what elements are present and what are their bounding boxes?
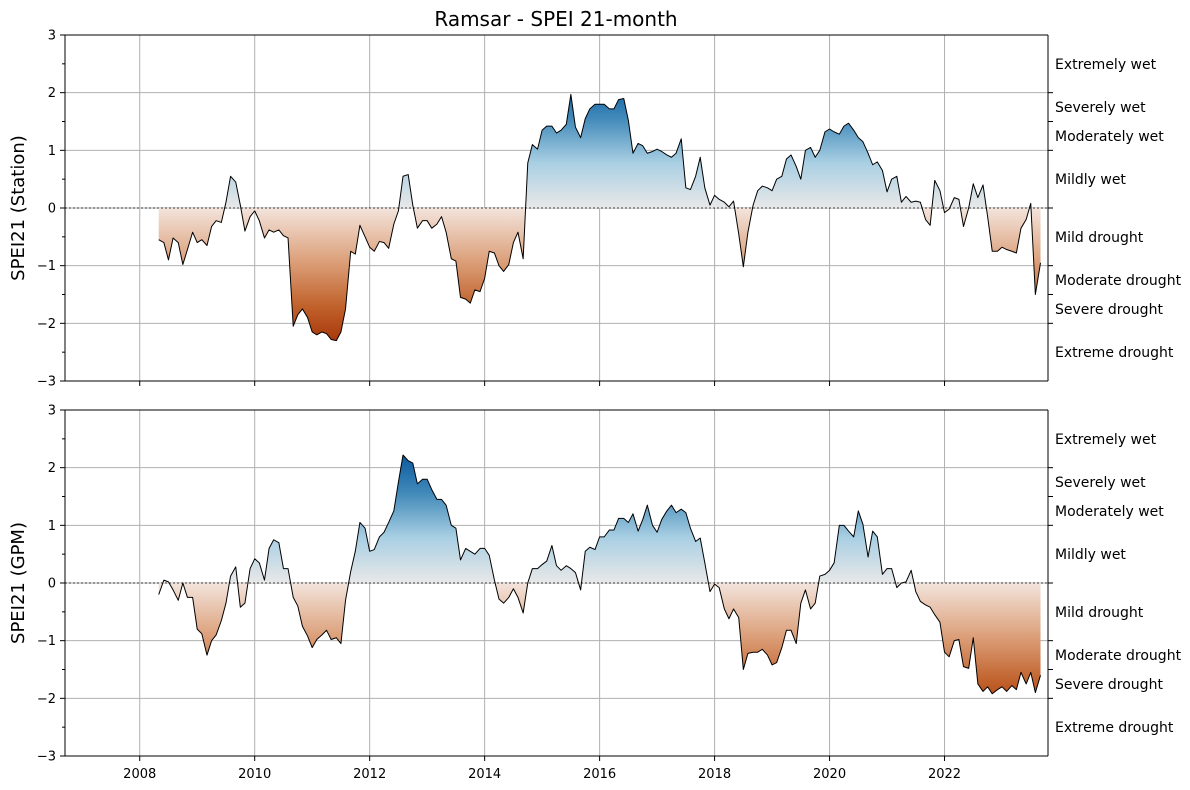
wet-area	[158, 94, 1041, 208]
chart-title: Ramsar - SPEI 21-month	[434, 7, 677, 31]
class-label: Mild drought	[1055, 605, 1144, 621]
class-label: Moderate drought	[1055, 648, 1182, 664]
y-tick-label: 1	[48, 144, 56, 159]
class-label: Extreme drought	[1055, 720, 1174, 736]
y-tick-label: −2	[37, 317, 56, 332]
y-tick-label: 3	[48, 404, 56, 419]
panels: −3 −2 −1 0 1 2 3 Extremely wet Severely wet Moder…	[8, 29, 1182, 783]
class-label: Extremely wet	[1055, 432, 1157, 448]
class-label: Extremely wet	[1055, 57, 1157, 73]
class-label: Mildly wet	[1055, 172, 1126, 188]
class-label: Severe drought	[1055, 677, 1163, 693]
class-label: Moderate drought	[1055, 273, 1182, 289]
y-tick-label: −1	[37, 634, 56, 649]
y-tick-label: 2	[48, 461, 56, 476]
x-tick-label: 2022	[928, 767, 961, 782]
class-label: Moderately wet	[1055, 129, 1164, 145]
wet-area	[158, 454, 1041, 583]
class-label: Severely wet	[1055, 100, 1146, 116]
class-label: Severe drought	[1055, 302, 1163, 318]
class-label: Moderately wet	[1055, 504, 1164, 520]
x-tick-label: 2010	[238, 767, 271, 782]
x-tick-label: 2020	[813, 767, 846, 782]
y-axis-label: SPEI21 (GPM)	[8, 522, 29, 644]
x-tick-label: 2008	[123, 767, 156, 782]
class-label: Mild drought	[1055, 230, 1144, 246]
panel-2: −3 −2 −1 0 1 2 3 2008 2010 2012 2014 2016 2018 2020 20…	[8, 404, 1182, 783]
series-line	[158, 454, 1042, 695]
panel-1: −3 −2 −1 0 1 2 3 Extremely wet Severely wet Moder…	[8, 29, 1182, 390]
x-tick-label: 2016	[583, 767, 616, 782]
y-axis-label: SPEI21 (Station)	[8, 135, 29, 281]
y-tick-label: 0	[48, 577, 56, 592]
y-tick-label: 3	[48, 29, 56, 44]
x-tick-label: 2012	[353, 767, 386, 782]
y-tick-label: −3	[37, 750, 56, 765]
series-line	[158, 93, 1042, 342]
x-tick-label: 2014	[468, 767, 501, 782]
y-tick-label: 0	[48, 202, 56, 217]
class-label: Mildly wet	[1055, 547, 1126, 563]
dry-area	[158, 583, 1041, 694]
y-tick-label: 2	[48, 86, 56, 101]
y-tick-label: −1	[37, 259, 56, 274]
class-label: Extreme drought	[1055, 345, 1174, 361]
x-tick-label: 2018	[698, 767, 731, 782]
y-tick-label: −2	[37, 692, 56, 707]
class-label: Severely wet	[1055, 475, 1146, 491]
y-tick-label: 1	[48, 519, 56, 534]
y-tick-label: −3	[37, 375, 56, 390]
